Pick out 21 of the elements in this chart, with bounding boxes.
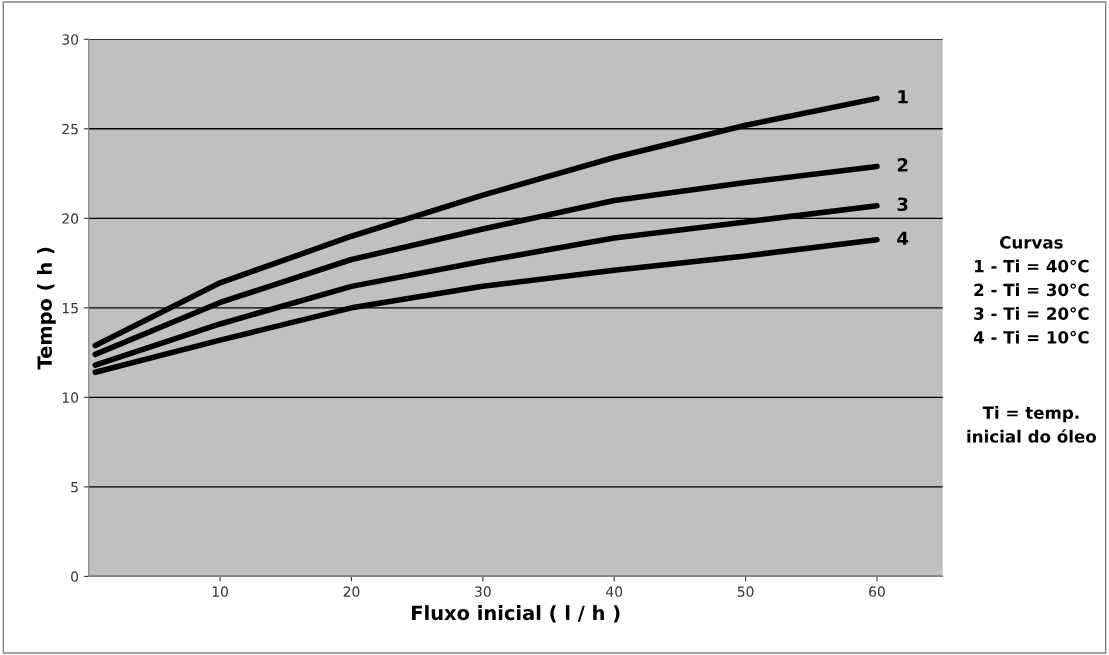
series-label: 4 bbox=[897, 231, 909, 245]
series-label: 1 bbox=[898, 90, 908, 104]
y-tick-label: 25 bbox=[62, 123, 78, 135]
y-tick-label: 10 bbox=[62, 392, 79, 403]
x-axis-title: Fluxo inicial ( l / h ) bbox=[412, 605, 620, 623]
series-label: 3 bbox=[897, 197, 908, 212]
x-tick-label: 50 bbox=[737, 586, 754, 597]
x-tick-label: 20 bbox=[343, 586, 360, 597]
x-tick-label: 40 bbox=[606, 586, 623, 597]
series-label: 2 bbox=[897, 158, 908, 172]
text: Ti = temp. inicial do óleo bbox=[967, 406, 1097, 443]
y-tick-label: 0 bbox=[71, 571, 79, 582]
y-axis-title: Tempo ( h ) bbox=[36, 247, 56, 370]
y-tick-label: 30 bbox=[62, 34, 79, 45]
x-tick-label: 30 bbox=[475, 586, 491, 597]
x-tick-label: 60 bbox=[869, 586, 885, 597]
y-tick-label: 5 bbox=[71, 482, 78, 493]
y-tick-label: 20 bbox=[62, 213, 79, 224]
x-tick-label: 10 bbox=[212, 586, 229, 597]
y-tick-label: 15 bbox=[62, 303, 78, 314]
text: Curvas 1 - Ti = 40°C 2 - Ti = 30°C 3 - Ti = 20°C 4 - Ti = 10°C bbox=[973, 236, 1089, 344]
